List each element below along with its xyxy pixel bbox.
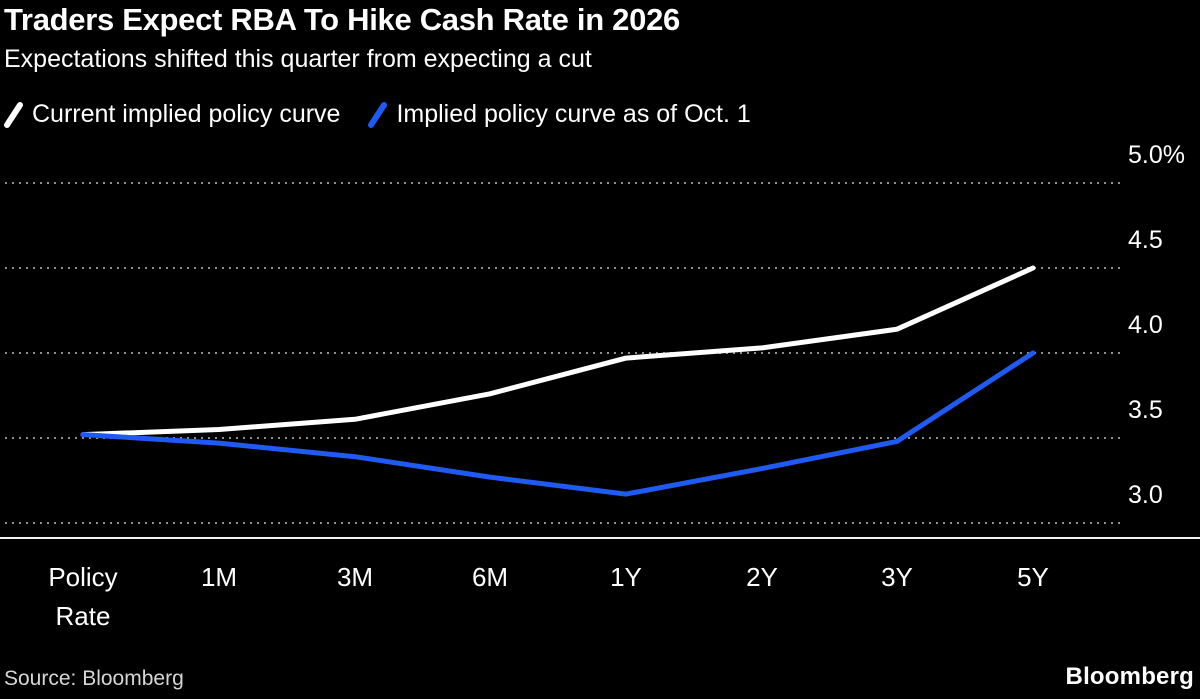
x-tick-label: 2Y <box>746 562 778 592</box>
series-line-current <box>80 265 1036 438</box>
x-tick-label: 1Y <box>610 562 642 592</box>
y-tick-label: 3.5 <box>1128 396 1163 424</box>
line-swatch-icon <box>4 101 23 128</box>
bloomberg-logo: Bloomberg <box>1065 663 1194 690</box>
legend-label: Implied policy curve as of Oct. 1 <box>396 100 751 128</box>
x-tick-label: 1M <box>200 562 238 592</box>
x-tick-label: 3Y <box>881 562 913 592</box>
x-tick-label: 5Y <box>1017 562 1049 592</box>
y-tick-label: 5.0% <box>1128 141 1185 169</box>
legend: Current implied policy curve Implied pol… <box>4 100 751 129</box>
y-tick-label: 4.5 <box>1128 226 1163 254</box>
source-note: Source: Bloomberg <box>4 667 184 690</box>
series-line-oct1 <box>80 350 1036 497</box>
x-tick-label: 3M <box>336 562 374 592</box>
legend-item-oct1: Implied policy curve as of Oct. 1 <box>368 100 751 129</box>
y-tick-label: 3.0 <box>1128 481 1163 509</box>
x-tick-label: 6M <box>471 562 509 592</box>
legend-item-current: Current implied policy curve <box>4 100 340 129</box>
line-swatch-icon <box>368 101 388 128</box>
x-tick-label: Policy Rate <box>48 562 118 631</box>
chart-title: Traders Expect RBA To Hike Cash Rate in … <box>4 2 680 37</box>
legend-label: Current implied policy curve <box>32 100 341 128</box>
chart-subtitle: Expectations shifted this quarter from e… <box>4 45 592 73</box>
y-tick-label: 4.0 <box>1128 311 1163 339</box>
